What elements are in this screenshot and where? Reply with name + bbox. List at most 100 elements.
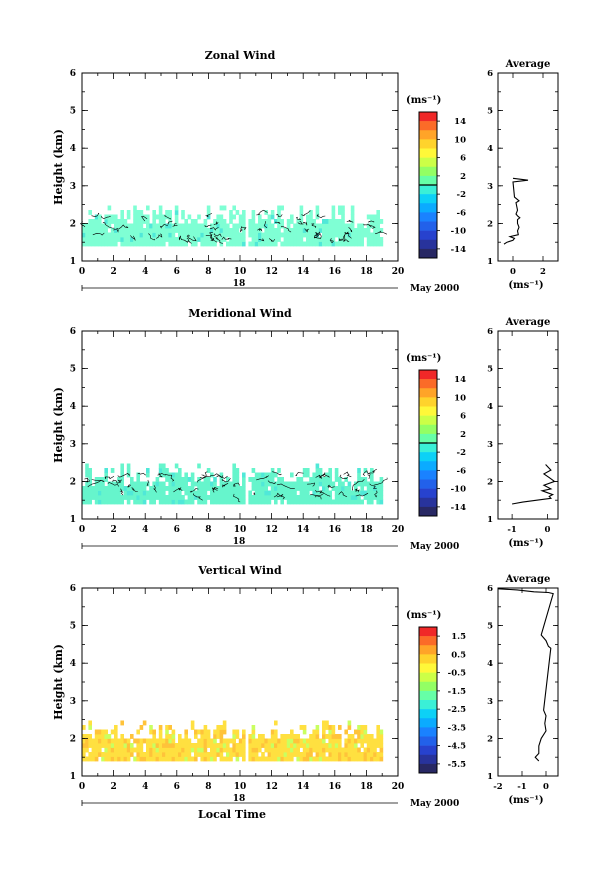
colorbar-swatch (419, 112, 437, 122)
heatmap-cell (296, 232, 300, 238)
heatmap-cell (94, 223, 99, 229)
heatmap-cell (133, 747, 137, 753)
heatmap-cell (229, 756, 233, 762)
heatmap-cell (363, 725, 368, 730)
heatmap-cell (222, 747, 227, 753)
heatmap-cell (280, 205, 284, 211)
contour-line (311, 223, 317, 229)
heatmap-cell (338, 477, 342, 482)
heatmap-cell (139, 738, 144, 744)
contour-line (280, 225, 292, 233)
y-tick-label: 4 (70, 402, 76, 412)
heatmap-cell (242, 738, 246, 744)
heatmap-cell (168, 725, 172, 730)
colorbar-tick-label: -14 (451, 245, 466, 255)
average-x-tick-label: 0 (544, 525, 550, 535)
heatmap-cell (235, 729, 240, 735)
heatmap-cell (261, 734, 265, 739)
heatmap-cell (267, 214, 272, 220)
heatmap-cell (117, 219, 121, 224)
heatmap-cell (174, 472, 179, 478)
heatmap-cell (88, 756, 92, 762)
heatmap-cell (344, 232, 348, 238)
heatmap-cell (197, 223, 201, 229)
contour-line (276, 494, 285, 500)
contour-line (355, 492, 369, 497)
heatmap-cell (222, 756, 227, 762)
heatmap-cell (203, 219, 208, 224)
heatmap-cell (325, 232, 329, 238)
heatmap-cell (290, 241, 294, 247)
heatmap-cell (101, 241, 105, 247)
heatmap-cell (280, 241, 284, 247)
heatmap-cell (146, 738, 150, 744)
average-frame (497, 72, 559, 262)
heatmap-cell (309, 486, 313, 491)
heatmap-cell (328, 738, 332, 744)
heatmap-cell (347, 756, 352, 762)
colorbar-swatch (419, 745, 437, 756)
heatmap-cell (110, 756, 115, 762)
heatmap-cell (158, 481, 163, 487)
heatmap-cell (190, 472, 195, 478)
heatmap-cell (216, 490, 220, 496)
contour-line (172, 223, 178, 227)
heatmap-cell (242, 210, 246, 215)
heatmap-cell (238, 490, 243, 496)
contour-line (104, 475, 115, 480)
heatmap-cell (293, 241, 297, 247)
heatmap-cell (251, 219, 256, 224)
average-y-tick-label: 4 (487, 144, 493, 154)
heatmap-cell (155, 490, 160, 496)
heatmap-cell (219, 495, 224, 500)
heatmap-cell (184, 747, 188, 753)
heatmap-cell (370, 481, 374, 487)
heatmap-cell (104, 756, 108, 762)
heatmap-cell (379, 738, 384, 744)
heatmap-cell (162, 499, 166, 505)
heatmap-cell (325, 720, 329, 726)
heatmap-cell (136, 743, 140, 748)
heatmap-cell (194, 747, 198, 753)
heatmap-cell (82, 499, 86, 505)
heatmap-cell (120, 463, 124, 469)
heatmap-cell (149, 490, 153, 496)
heatmap-cell (200, 738, 204, 744)
heatmap-cell (290, 490, 294, 496)
heatmap-cell (318, 472, 323, 478)
heatmap-cell (264, 210, 268, 215)
heatmap-cell (139, 752, 144, 757)
contour-line (187, 236, 197, 242)
heatmap-cell (200, 743, 204, 748)
heatmap-cell (120, 752, 124, 757)
heatmap-cell (254, 241, 259, 247)
heatmap-cell (283, 232, 288, 238)
heatmap-cell (149, 756, 153, 762)
heatmap-cell (114, 752, 118, 757)
heatmap-cell (174, 237, 179, 242)
heatmap-cell (315, 725, 320, 730)
heatmap-cell (315, 463, 320, 469)
heatmap-cell (85, 499, 89, 505)
heatmap-cell (258, 477, 262, 482)
heatmap-cell (174, 756, 179, 762)
heatmap-cell (219, 756, 224, 762)
heatmap-cell (290, 729, 294, 735)
heatmap-cell (190, 237, 195, 242)
heatmap-cell (347, 734, 352, 739)
heatmap-cell (139, 756, 144, 762)
heatmap-cell (133, 481, 137, 487)
colorbar-swatch (419, 645, 437, 655)
colorbar-swatch (419, 700, 437, 710)
heatmap-cell (315, 472, 320, 478)
heatmap-cell (379, 481, 384, 487)
x-tick-label: 18 (360, 525, 373, 535)
heatmap-cell (376, 486, 380, 491)
heatmap-cell (242, 472, 246, 478)
heatmap-cell (258, 756, 262, 762)
heatmap-cell (219, 223, 224, 229)
heatmap-cell (107, 495, 112, 500)
heatmap-cell (213, 734, 217, 739)
heatmap-cell (322, 720, 326, 726)
